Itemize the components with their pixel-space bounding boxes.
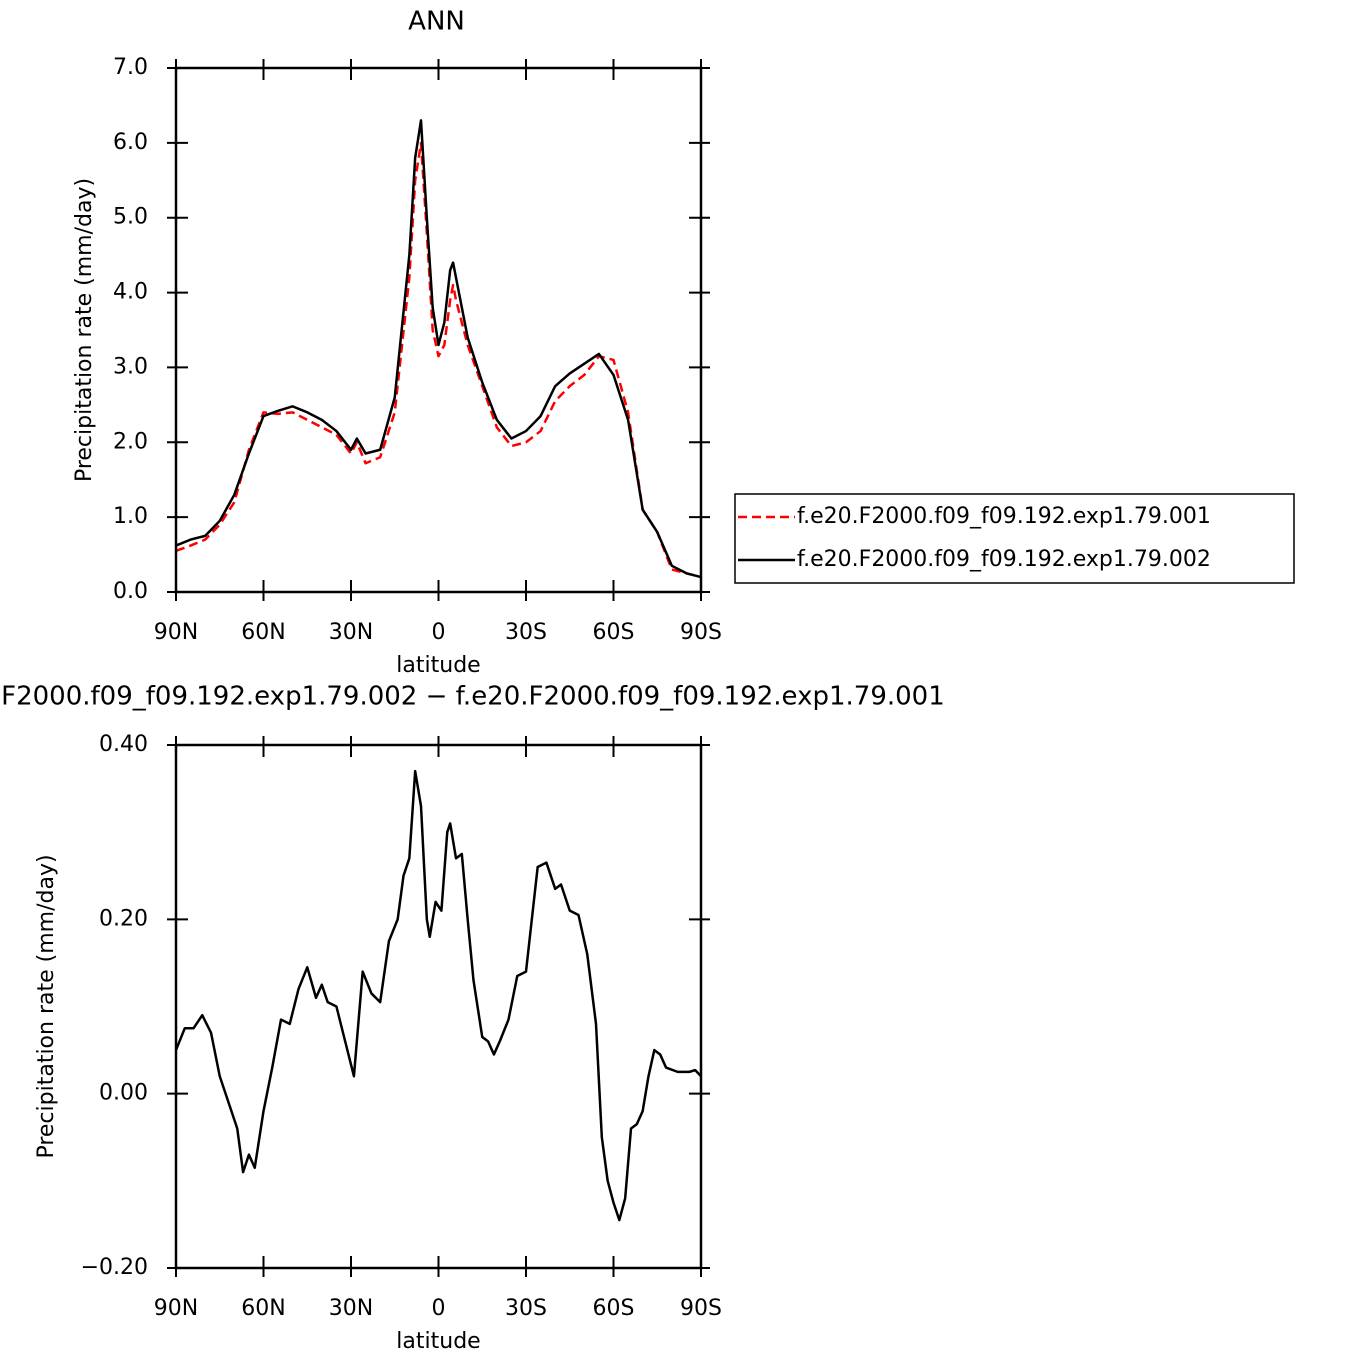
x-tick-label: 60N <box>241 620 285 645</box>
legend-box <box>734 493 1295 584</box>
legend-label: f.e20.F2000.f09_f09.192.exp1.79.001 <box>797 504 1211 529</box>
x-tick-label: 90N <box>154 1296 198 1321</box>
y-tick-label: 0.00 <box>99 1081 148 1106</box>
x-axis-label: latitude <box>396 1329 480 1354</box>
x-tick-label: 90S <box>680 1296 722 1321</box>
y-tick-label: 5.0 <box>113 205 148 230</box>
y-tick-label: 6.0 <box>113 130 148 155</box>
x-tick-label: 30N <box>329 1296 373 1321</box>
y-tick-label: 7.0 <box>113 55 148 80</box>
x-axis-label: latitude <box>396 653 480 678</box>
y-tick-label: 0.0 <box>113 579 148 604</box>
x-tick-label: 30N <box>329 620 373 645</box>
plot-frame <box>174 743 703 1270</box>
data-line <box>174 769 702 1222</box>
legend-label: f.e20.F2000.f09_f09.192.exp1.79.002 <box>797 547 1211 572</box>
y-tick-label: 1.0 <box>113 504 148 529</box>
chart-title: ANN <box>408 7 465 37</box>
x-tick-label: 90S <box>680 620 722 645</box>
y-tick-label: 0.20 <box>99 906 148 931</box>
data-line <box>175 141 702 579</box>
x-tick-label: 60N <box>241 1296 285 1321</box>
x-tick-label: 30S <box>505 620 547 645</box>
x-tick-label: 0 <box>432 620 446 645</box>
y-axis-label: Precipitation rate (mm/day) <box>72 178 97 482</box>
x-tick-label: 30S <box>505 1296 547 1321</box>
data-line <box>175 119 702 579</box>
y-tick-label: 2.0 <box>113 429 148 454</box>
x-tick-label: 0 <box>432 1296 446 1321</box>
y-axis-label: Precipitation rate (mm/day) <box>34 854 59 1158</box>
y-tick-label: 0.40 <box>99 732 148 757</box>
y-tick-label: 3.0 <box>113 354 148 379</box>
y-tick-label: −0.20 <box>81 1255 148 1280</box>
x-tick-label: 60S <box>593 620 635 645</box>
x-tick-label: 90N <box>154 620 198 645</box>
plot-frame <box>174 66 703 594</box>
chart-title: f.e20.F2000.f09_f09.192.exp1.79.002 − f.… <box>0 682 945 712</box>
y-tick-label: 4.0 <box>113 280 148 305</box>
x-tick-label: 60S <box>593 1296 635 1321</box>
